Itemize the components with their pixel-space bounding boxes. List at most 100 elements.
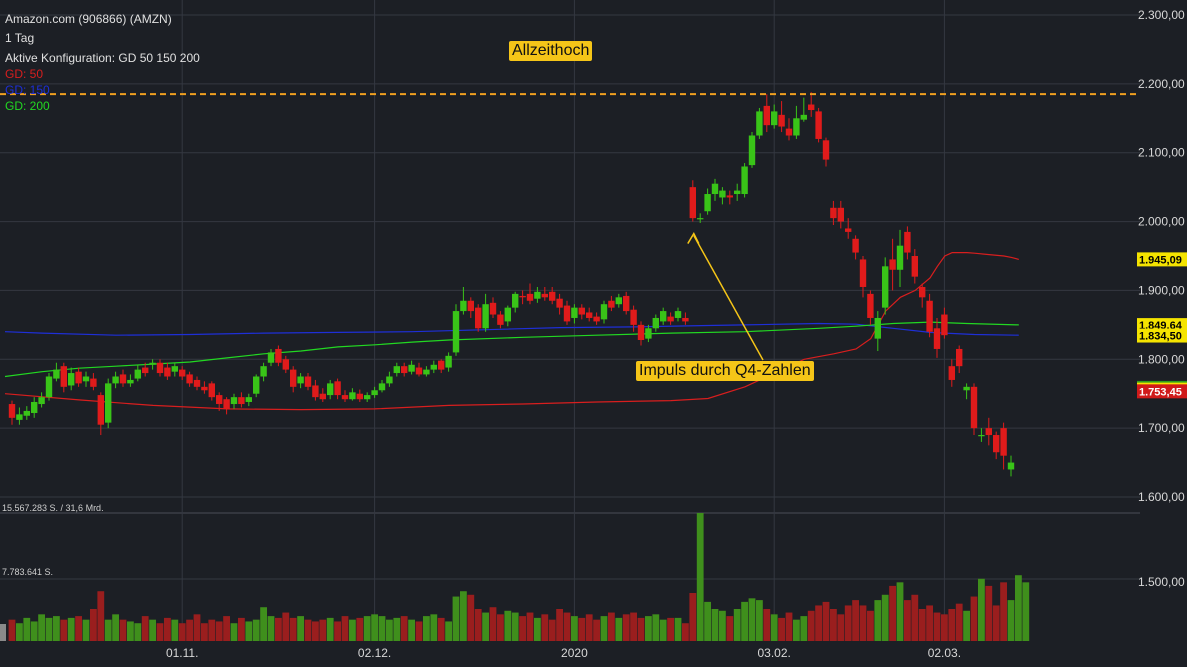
candle-body [837,207,844,222]
candle [38,392,45,408]
volume-bar [82,619,90,641]
candle-body [489,302,497,315]
candle-body [741,166,748,195]
price-marker-label: 1.753,45 [1139,386,1182,398]
candle-body [660,311,667,322]
candle-body [889,259,896,270]
volume-bar [16,623,23,641]
volume-bar [30,621,38,641]
y-tick-label: 2.300,00 [1138,8,1185,22]
candle-body [90,378,97,387]
candle [164,362,171,380]
candle-body [852,238,859,253]
volume-bar [733,609,741,641]
volume-bar [289,617,297,641]
candle [615,293,622,308]
candle [741,163,748,198]
candle [852,235,859,260]
candle-body [16,414,23,420]
volume-bar [585,614,593,641]
candle-body [364,395,371,400]
volume-mid-label: 7.783.641 S. [2,567,54,577]
candle-body [845,228,852,232]
candle [859,256,867,298]
candle [378,379,386,393]
volume-bar [178,623,186,641]
candle [171,362,178,377]
volume-bar [948,609,956,641]
volume-bar [756,600,763,641]
candle [156,359,164,377]
candle [608,295,615,312]
volume-bar [615,617,623,641]
candle [297,373,304,389]
volume-bar [156,623,164,641]
volume-bar [1022,582,1030,641]
volume-bar [881,594,889,641]
candle [319,388,326,402]
price-marker-bg [1137,328,1187,343]
candle-body [571,307,578,318]
volume-bar [963,610,970,641]
candle-body [415,367,423,375]
candle-body [948,366,955,380]
volume-bar [400,616,408,641]
candle-body [534,291,541,299]
volume-bar [437,617,445,641]
candle-body [393,366,400,374]
volume-bar [356,617,364,641]
price-marker: 1.945,09 [1137,252,1187,267]
sma200-line [4,321,1019,378]
candle-body [201,386,208,391]
candle [223,397,230,415]
candle-body [275,348,282,363]
candle [208,381,215,401]
candle [763,94,770,133]
candle-body [112,376,119,384]
candle-body [371,390,378,396]
candle-body [430,364,437,370]
candle [149,359,156,370]
candle [327,379,334,400]
candle [445,352,452,372]
volume-bar [186,619,193,641]
volume-bar [667,617,674,641]
impulse-arrow [687,232,764,361]
candle-body [475,307,482,329]
candle [45,373,53,401]
candle-body [970,386,978,429]
candle-body [1007,462,1015,470]
candle-body [800,114,807,120]
candle-body [341,395,349,400]
volume-bar [497,614,504,641]
volume-bar [889,585,896,641]
candle [600,300,608,324]
candle [497,311,504,329]
volume-bar [260,607,267,641]
volume-bar [519,616,526,641]
volume-bar [822,601,830,641]
candle [904,226,911,260]
candle [349,388,356,401]
moving-averages [4,252,1019,411]
volume-bar [474,609,482,641]
candle [408,360,415,375]
price-marker: 1.834,50 [1137,328,1187,343]
candle-body [238,397,245,405]
candle-body [549,291,556,301]
candle [726,190,733,205]
candle-body [815,111,822,139]
candle-body [82,376,90,382]
volume-bar [896,582,904,641]
volume-bar [859,605,867,641]
volume-bar [704,601,711,641]
y-tick-label: 1.800,00 [1138,352,1185,366]
volume-bar [104,619,112,641]
volume-bar [363,616,371,641]
candle [556,293,563,315]
candle [652,314,659,332]
volume-bar [719,610,726,641]
volume-bar [326,617,334,641]
candle-body [68,373,75,386]
volume-bar [696,513,704,641]
